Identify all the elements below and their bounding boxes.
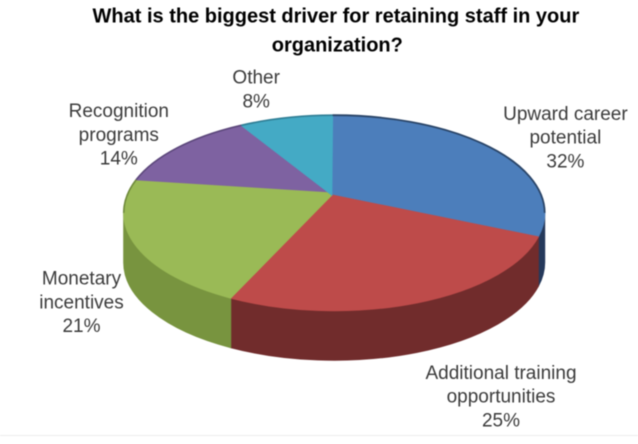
svg-text:21%: 21% — [62, 316, 100, 337]
svg-text:potential: potential — [529, 128, 601, 149]
svg-text:25%: 25% — [482, 410, 520, 431]
svg-text:Additional training: Additional training — [425, 363, 576, 384]
svg-text:8%: 8% — [242, 91, 270, 112]
svg-text:programs: programs — [79, 125, 159, 146]
svg-text:Upward career: Upward career — [503, 104, 628, 125]
svg-text:opportunities: opportunities — [447, 387, 556, 408]
svg-text:Monetary: Monetary — [42, 269, 122, 290]
svg-text:incentives: incentives — [39, 292, 124, 313]
svg-text:32%: 32% — [546, 151, 584, 172]
svg-text:14%: 14% — [100, 149, 138, 170]
svg-text:Other: Other — [232, 68, 280, 89]
svg-text:organization?: organization? — [272, 34, 403, 56]
svg-text:What is the biggest driver for: What is the biggest driver for retaining… — [93, 6, 580, 28]
svg-text:Recognition: Recognition — [69, 101, 169, 122]
